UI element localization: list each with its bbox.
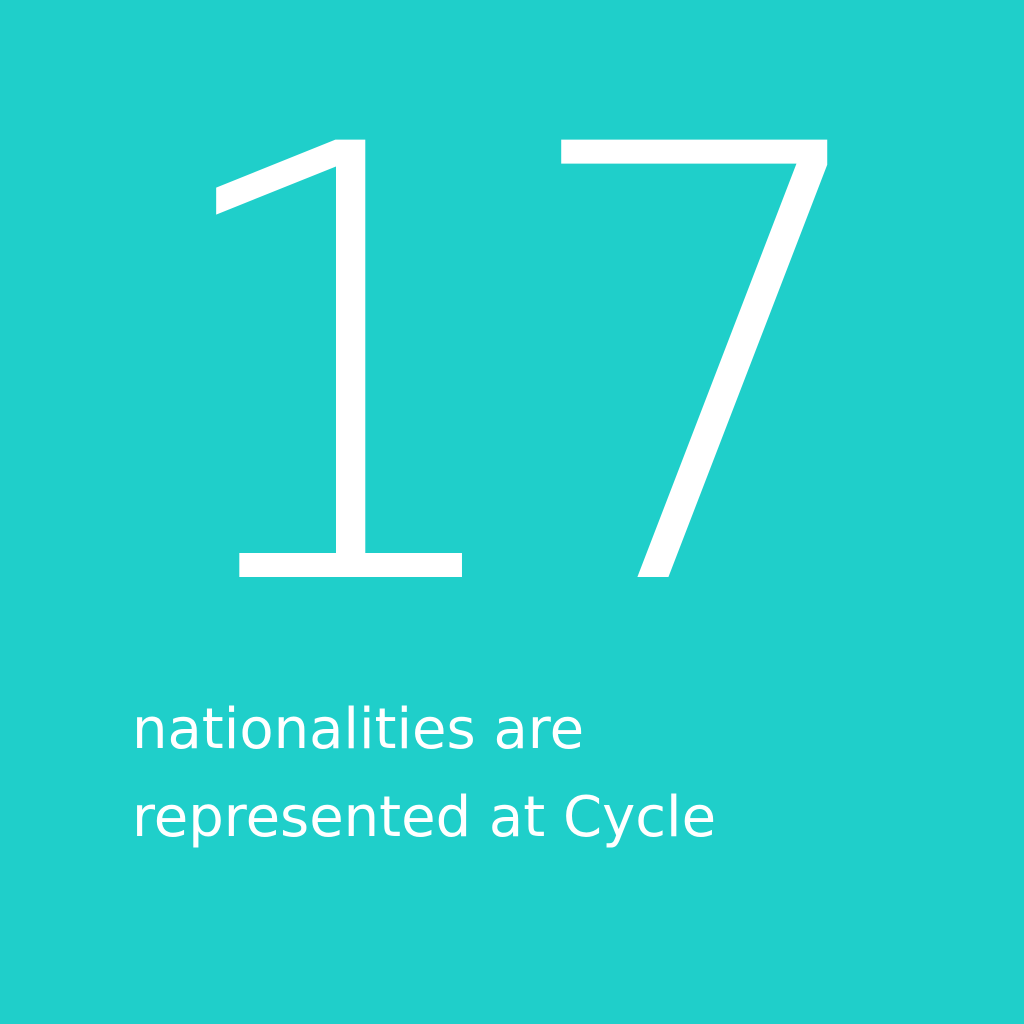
stat-caption: nationalities are represented at Cycle <box>132 686 952 862</box>
caption-line-1: nationalities are <box>132 697 585 762</box>
stat-number: 17 <box>150 20 893 719</box>
caption-line-2: represented at Cycle <box>132 785 717 850</box>
